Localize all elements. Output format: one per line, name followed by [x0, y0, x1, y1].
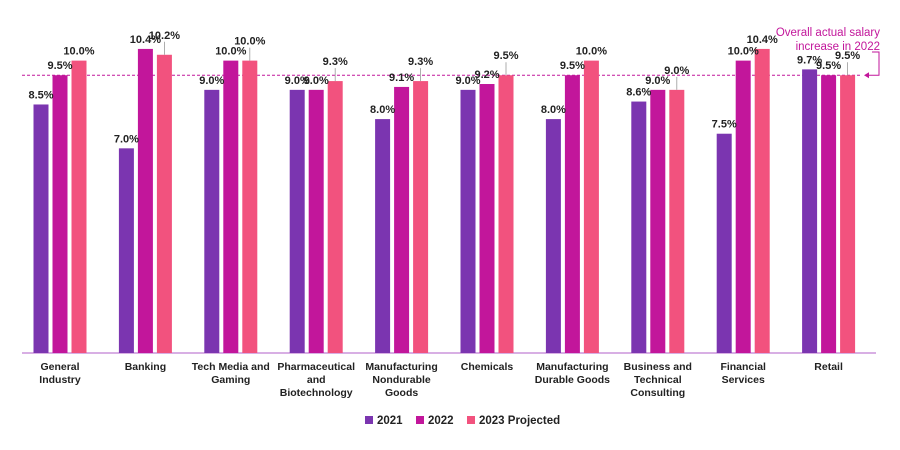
bar-2022-2: [223, 60, 239, 353]
bar-2023-projected-7: [669, 89, 685, 353]
value-label-2021-3: 9.0%: [285, 75, 310, 87]
legend-swatch-1: [416, 416, 424, 424]
value-label-2022-9: 9.5%: [816, 60, 841, 72]
bar-2022-3: [308, 89, 324, 353]
bar-2023-projected-1: [156, 54, 172, 354]
value-label-2023-projected-4: 9.3%: [408, 56, 433, 68]
bar-2022-7: [650, 89, 666, 353]
value-label-2023-projected-8: 10.4%: [747, 34, 778, 46]
annotation: Overall actual salary increase in 2022: [776, 27, 880, 79]
category-label-1-0: Banking: [125, 361, 166, 373]
category-label-9-0: Retail: [814, 361, 843, 373]
value-label-2023-projected-3: 9.3%: [323, 56, 348, 68]
value-label-2021-5: 9.0%: [455, 75, 480, 87]
bar-2021-3: [289, 89, 305, 353]
bar-2021-9: [802, 69, 818, 353]
annotation-connector: [868, 51, 880, 76]
bar-2021-8: [716, 133, 732, 353]
legend-swatch-2: [467, 416, 475, 424]
category-label-3-2: Biotechnology: [280, 387, 353, 399]
bar-2023-projected-2: [242, 60, 258, 353]
category-label-6-0: Manufacturing: [536, 361, 608, 373]
bar-2023-projected-6: [583, 60, 599, 353]
bar-2022-4: [394, 86, 410, 353]
value-label-2021-7: 8.6%: [626, 87, 651, 99]
bar-2021-2: [204, 89, 220, 353]
value-label-2023-projected-0: 10.0%: [63, 46, 94, 58]
bar-2023-projected-3: [327, 81, 343, 353]
category-label-4-0: Manufacturing: [365, 361, 437, 373]
category-label-7-1: Technical: [634, 374, 682, 386]
bar-2022-6: [564, 75, 580, 353]
value-label-2023-projected-9: 9.5%: [835, 50, 860, 62]
bar-2021-0: [33, 104, 49, 353]
value-label-2022-8: 10.0%: [728, 46, 759, 58]
bar-2023-projected-4: [413, 81, 429, 353]
bar-2022-9: [821, 75, 837, 353]
bar-2021-5: [460, 89, 476, 353]
category-label-3-1: and: [307, 374, 326, 386]
bar-2021-6: [545, 119, 561, 353]
value-label-2023-projected-6: 10.0%: [576, 46, 607, 58]
legend-label-2: 2023 Projected: [479, 415, 560, 427]
value-label-2023-projected-7: 9.0%: [664, 65, 689, 77]
value-label-2022-4: 9.1%: [389, 72, 414, 84]
bar-2022-1: [137, 48, 153, 354]
bar-2021-7: [631, 101, 647, 353]
category-label-0-1: Industry: [39, 374, 81, 386]
category-label-7-0: Business and: [624, 361, 692, 373]
value-label-2022-6: 9.5%: [560, 60, 585, 72]
category-label-4-2: Goods: [385, 387, 418, 399]
annotation-text-0: Overall actual salary: [776, 27, 880, 39]
legend-label-0: 2021: [377, 415, 403, 427]
annotation-arrowhead: [864, 72, 869, 79]
bar-2021-4: [375, 119, 391, 353]
bar-2022-8: [735, 60, 751, 353]
value-label-2021-1: 7.0%: [114, 133, 139, 145]
category-label-5-0: Chemicals: [461, 361, 514, 373]
category-label-2-1: Gaming: [211, 374, 250, 386]
value-label-2021-8: 7.5%: [712, 119, 737, 131]
category-label-4-1: Nondurable: [372, 374, 430, 386]
category-label-0-0: General: [40, 361, 79, 373]
legend-label-1: 2022: [428, 415, 454, 427]
legend: 2021 2022 2023 Projected: [365, 415, 560, 427]
bar-2023-projected-5: [498, 75, 514, 353]
value-label-2021-2: 9.0%: [199, 75, 224, 87]
bar-2023-projected-8: [754, 48, 770, 354]
bar-2022-0: [52, 75, 68, 353]
value-label-2021-6: 8.0%: [541, 104, 566, 116]
value-label-2023-projected-1: 10.2%: [149, 30, 180, 42]
bar-2022-5: [479, 84, 495, 353]
value-label-2022-7: 9.0%: [645, 75, 670, 87]
value-label-2022-2: 10.0%: [215, 46, 246, 58]
bar-2023-projected-9: [840, 75, 856, 353]
value-label-2021-4: 8.0%: [370, 104, 395, 116]
value-label-2021-0: 8.5%: [28, 89, 53, 101]
annotation-text-1: increase in 2022: [796, 41, 880, 53]
value-label-2021-9: 9.7%: [797, 54, 822, 66]
value-label-2023-projected-2: 10.0%: [234, 36, 265, 48]
value-labels-layer: 8.5%9.5%10.0%7.0%10.4%10.2%9.0%10.0%10.0…: [28, 30, 860, 146]
category-label-6-1: Durable Goods: [535, 374, 610, 386]
value-label-2022-5: 9.2%: [474, 69, 499, 81]
value-label-2022-0: 9.5%: [47, 60, 72, 72]
bar-2023-projected-0: [71, 60, 87, 353]
category-label-8-1: Services: [722, 374, 765, 386]
category-label-7-2: Consulting: [630, 387, 685, 399]
bars-layer: [33, 48, 856, 354]
legend-swatch-0: [365, 416, 373, 424]
category-label-2-0: Tech Media and: [192, 361, 270, 373]
value-label-2022-1: 10.4%: [130, 34, 161, 46]
value-label-2023-projected-5: 9.5%: [493, 50, 518, 62]
category-label-8-0: Financial: [720, 361, 766, 373]
category-label-3-0: Pharmaceutical: [277, 361, 355, 373]
bar-2021-1: [118, 148, 134, 353]
value-label-2022-3: 9.0%: [304, 75, 329, 87]
